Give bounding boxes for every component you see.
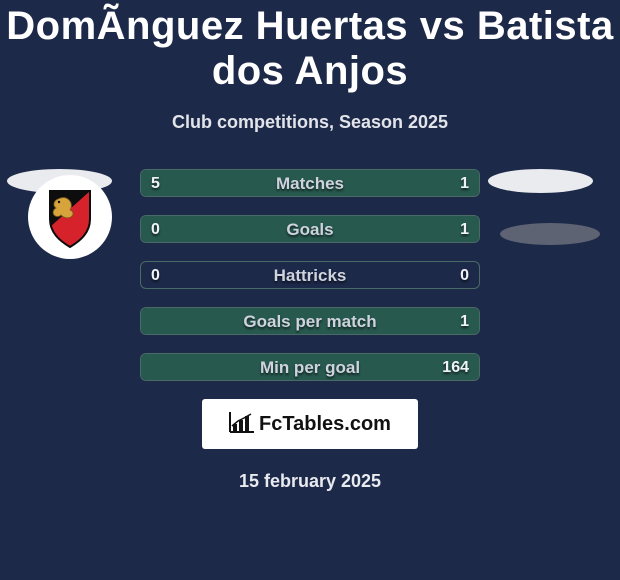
stat-value-right: 1 xyxy=(460,170,469,197)
stat-value-right: 1 xyxy=(460,216,469,243)
stat-value-right: 1 xyxy=(460,308,469,335)
stat-row: Min per goal164 xyxy=(140,353,480,381)
club-crest xyxy=(28,175,112,259)
stat-value-left: 5 xyxy=(151,170,160,197)
fctables-logo-text: FcTables.com xyxy=(259,413,391,436)
stat-row: Goals per match1 xyxy=(140,307,480,335)
stat-label: Min per goal xyxy=(141,354,479,381)
stat-value-left: 0 xyxy=(151,262,160,289)
stat-value-right: 164 xyxy=(442,354,469,381)
stat-label: Goals per match xyxy=(141,308,479,335)
bar-chart-icon xyxy=(229,411,255,438)
stat-row: Matches5 1 xyxy=(140,169,480,197)
fctables-logo-box: FcTables.com xyxy=(202,399,418,449)
stat-row: Hattricks0 0 xyxy=(140,261,480,289)
stat-label: Goals xyxy=(141,216,479,243)
stat-row: Goals0 1 xyxy=(140,215,480,243)
date: 15 february 2025 xyxy=(0,471,620,492)
subtitle: Club competitions, Season 2025 xyxy=(0,112,620,133)
stat-label: Hattricks xyxy=(141,262,479,289)
stat-value-right: 0 xyxy=(460,262,469,289)
stat-value-left: 0 xyxy=(151,216,160,243)
page-title: DomÃ­nguez Huertas vs Batista dos Anjos xyxy=(0,0,620,94)
stat-label: Matches xyxy=(141,170,479,197)
